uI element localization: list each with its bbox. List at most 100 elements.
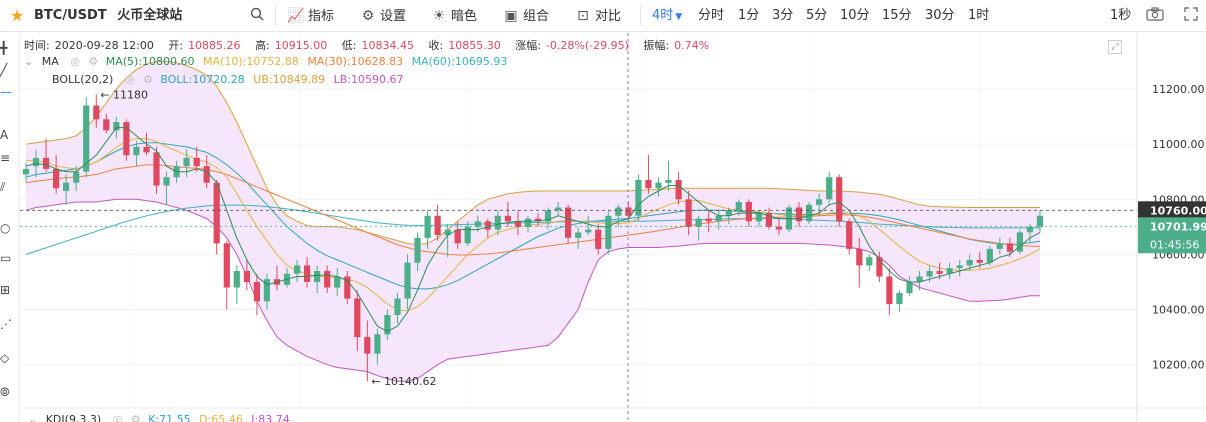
- ma-legend-name: MA: [41, 55, 59, 68]
- ma-legend-toggle[interactable]: ⌄: [24, 55, 34, 68]
- period-10m[interactable]: 10分: [840, 8, 870, 23]
- screenshot-button[interactable]: [1146, 0, 1164, 32]
- amplitude-value: 振幅: 0.74%: [643, 39, 710, 52]
- period-15m[interactable]: 15分: [882, 8, 912, 23]
- gear-icon[interactable]: ⚙: [142, 73, 153, 86]
- candle-body: [926, 271, 933, 277]
- candle-body: [705, 218, 712, 222]
- candle-body: [424, 215, 431, 238]
- ma30-legend: MA(30):10628.83: [307, 55, 404, 68]
- layout-button[interactable]: ▣ 组合: [502, 0, 549, 32]
- rect-tool-icon[interactable]: ▭: [0, 251, 12, 265]
- candle-body: [555, 207, 562, 211]
- candle-body: [1006, 243, 1013, 252]
- search-button[interactable]: [250, 0, 264, 32]
- low-annotation: ← 10140.62: [371, 375, 436, 388]
- price-tick-label: 11200.00: [1152, 83, 1205, 96]
- candle-body: [675, 180, 682, 200]
- candle-body: [1026, 226, 1033, 233]
- boll-mid-legend: BOLL:10720.28: [160, 73, 245, 86]
- countdown-label[interactable]: 1秒: [1110, 8, 1132, 23]
- candle-body: [645, 180, 652, 189]
- sun-icon: ☀: [432, 8, 446, 24]
- circle-tool-icon[interactable]: ○: [0, 221, 11, 235]
- candle-body: [986, 248, 993, 263]
- ma5-line: [25, 127, 1041, 333]
- ma5-legend: MA(5):10800.60: [105, 55, 195, 68]
- channel-tool-icon[interactable]: ⫽: [0, 180, 6, 194]
- kdj-legend: ⌄ KDJ(9,3,3) ◎ ⚙ K:71.55 D:65.46 J:83.74: [28, 413, 295, 422]
- indicator-icon: 📈: [287, 8, 305, 24]
- current-price-tag-label: 10701.99: [1150, 220, 1206, 233]
- candle-body: [133, 146, 140, 156]
- candle-body: [795, 207, 803, 222]
- text-tool-icon[interactable]: A: [0, 128, 9, 142]
- low-value: 低: 10834.45: [341, 39, 414, 52]
- measure-tool-icon[interactable]: ⊞: [0, 283, 11, 297]
- candle-body: [63, 182, 70, 191]
- star-icon[interactable]: ★: [10, 6, 25, 25]
- boll-legend: BOLL(20,2) ◎ ⚙ BOLL:10720.28 UB:10849.89…: [52, 73, 408, 86]
- eye-icon[interactable]: ◎: [70, 55, 80, 68]
- maximize-chart-icon[interactable]: ⤢: [1108, 40, 1122, 54]
- hline-tool-icon[interactable]: —: [0, 85, 12, 99]
- lock-tool-icon[interactable]: ⦾: [0, 385, 10, 399]
- period-5m[interactable]: 5分: [806, 8, 828, 23]
- candle-body: [665, 180, 672, 183]
- candle-body: [484, 221, 491, 230]
- candle-body: [615, 207, 622, 216]
- fib-tool-icon[interactable]: ≡: [0, 151, 11, 165]
- boll-legend-name: BOLL(20,2): [52, 73, 114, 86]
- period-1h[interactable]: 1时: [968, 8, 990, 23]
- candle-body: [294, 265, 301, 274]
- candle-body: [213, 182, 220, 244]
- candle-body: [203, 166, 210, 183]
- candle-body: [695, 218, 702, 227]
- fullscreen-button[interactable]: [1184, 0, 1198, 32]
- symbol-title[interactable]: BTC/USDT 火币全球站: [34, 0, 182, 32]
- candle-body: [735, 202, 742, 211]
- period-3m[interactable]: 3分: [772, 8, 794, 23]
- candle-body: [655, 182, 662, 189]
- crosshair-tool-icon[interactable]: ╋: [0, 41, 8, 55]
- ma10-legend: MA(10):10752.88: [203, 55, 299, 68]
- boll-lb-legend: LB:10590.67: [333, 73, 404, 86]
- candle-body: [304, 265, 311, 282]
- dark-mode-button[interactable]: ☀ 暗色: [430, 0, 477, 32]
- ohlc-info-line: 时间: 2020-09-28 12:00 开: 10885.26 高: 10915.0…: [24, 37, 714, 53]
- eye-icon[interactable]: ◎: [112, 413, 123, 422]
- candle-body: [846, 221, 853, 249]
- period-30m[interactable]: 30分: [925, 8, 955, 23]
- candle-body: [745, 202, 752, 222]
- candle-body: [976, 259, 983, 263]
- gear-icon[interactable]: ⚙: [88, 55, 99, 68]
- gear-icon[interactable]: ⚙: [130, 413, 141, 422]
- candle-body: [163, 177, 170, 186]
- trendline-tool-icon[interactable]: ╱: [0, 63, 8, 77]
- kdj-legend-name: KDJ(9,3,3): [45, 413, 102, 422]
- candle-body: [414, 237, 421, 263]
- price-tick-label: 11000.00: [1152, 138, 1205, 151]
- price-tick-label: 10200.00: [1152, 359, 1205, 372]
- candle-body: [916, 276, 923, 282]
- camera-icon: [1146, 7, 1164, 21]
- pattern-tool-icon[interactable]: ⋰: [0, 317, 12, 331]
- period-4h[interactable]: 4时 ▼: [652, 8, 683, 23]
- eraser-tool-icon[interactable]: ◇: [0, 351, 10, 365]
- fullscreen-icon: [1184, 7, 1198, 21]
- indicator-button[interactable]: 📈 指标: [287, 0, 334, 32]
- candle-body: [83, 105, 90, 172]
- candle-body: [32, 157, 40, 167]
- candle-body: [314, 271, 321, 282]
- candle-body: [354, 298, 361, 338]
- compare-button[interactable]: ⊡ 对比: [574, 0, 621, 32]
- settings-button[interactable]: ⚙ 设置: [359, 0, 406, 32]
- period-timeline[interactable]: 分时: [698, 8, 725, 23]
- kdj-legend-toggle[interactable]: ⌄: [28, 413, 38, 422]
- eye-icon[interactable]: ◎: [124, 73, 135, 86]
- period-1m[interactable]: 1分: [738, 8, 760, 23]
- candle-body: [1016, 232, 1023, 252]
- kdj-j-legend: J:83.74: [251, 413, 290, 422]
- compare-icon: ⊡: [577, 8, 589, 24]
